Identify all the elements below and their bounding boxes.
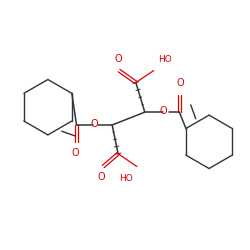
Text: O: O (160, 106, 168, 116)
Text: HO: HO (119, 174, 133, 184)
Text: O: O (72, 148, 79, 158)
Text: O: O (98, 172, 105, 182)
Text: O: O (114, 54, 122, 64)
Text: O: O (176, 78, 184, 88)
Text: O: O (90, 119, 98, 129)
Text: HO: HO (158, 55, 172, 64)
